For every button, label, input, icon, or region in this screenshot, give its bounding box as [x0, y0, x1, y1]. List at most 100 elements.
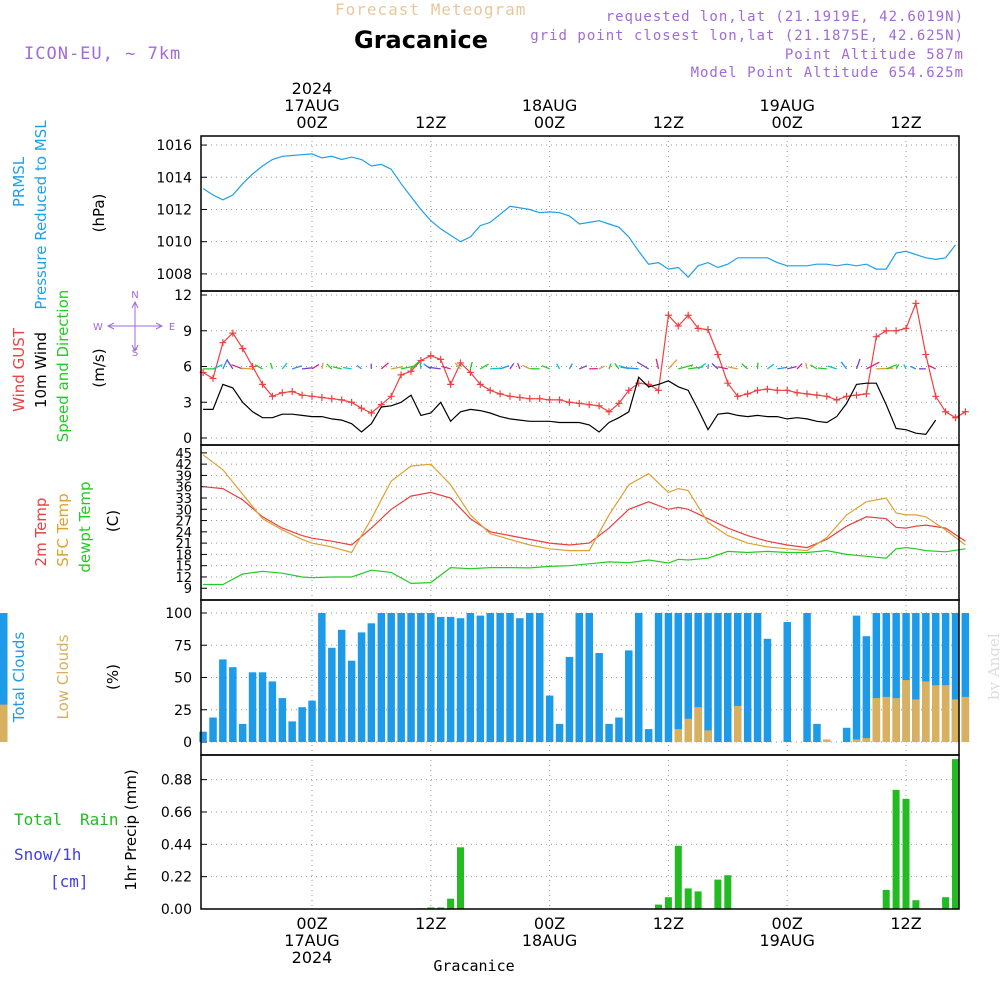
total-cloud-bar [545, 695, 554, 742]
wind-direction-arrow [655, 358, 660, 370]
pressure-label: PRMSL [10, 156, 28, 207]
precip-rain-label: Rain [80, 810, 119, 829]
total-cloud-bar [555, 723, 564, 742]
gust-point [358, 404, 365, 412]
low-cloud-bar [922, 681, 930, 742]
gust-point [902, 324, 910, 332]
gust-point [932, 392, 940, 400]
total-cloud-bar [763, 638, 772, 742]
y-tick-label: 0.88 [161, 773, 192, 789]
top-time-label: 12Z [415, 113, 446, 132]
top-time-label: 17AUG [284, 96, 339, 115]
wind-direction-arrow [903, 364, 907, 370]
y-tick-label: 12 [175, 571, 192, 586]
wind-direction-arrow [787, 365, 797, 370]
gust-point [506, 392, 514, 400]
total-cloud-bar [209, 717, 217, 742]
wind-direction-arrow [827, 365, 837, 370]
rain-bar [655, 904, 662, 909]
wind-direction-arrow [579, 365, 588, 370]
panel-wind [200, 291, 969, 446]
series-line [203, 546, 966, 586]
y-tick-label: 100 [165, 606, 192, 622]
wind-direction-arrow [895, 364, 900, 370]
gust-point [447, 380, 455, 388]
gust-point [486, 386, 494, 394]
y-tick-label: 15 [175, 560, 192, 575]
total-cloud-bar [486, 613, 494, 742]
bottom-time-label: 18AUG [522, 931, 577, 950]
wind-direction-arrow [767, 363, 775, 370]
total-cloud-bar [922, 613, 930, 742]
gust-point [823, 392, 831, 400]
gust-point [664, 311, 672, 319]
gust-point [833, 396, 841, 404]
total-cloud-bar [318, 613, 326, 742]
wind-direction-arrow [419, 362, 422, 369]
wind-direction-arrow [556, 363, 561, 370]
total-cloud-bar [565, 656, 574, 742]
wind-direction-arrow [598, 365, 605, 370]
rain-bar [674, 845, 682, 909]
total-cloud-bar [298, 707, 306, 742]
footer-location: Gracanice [433, 957, 514, 975]
gust-point [536, 395, 544, 403]
low-cloud-bar [892, 698, 900, 742]
top-time-label: 00Z [772, 113, 803, 132]
wind-direction-arrow [541, 365, 550, 370]
series-line [202, 301, 966, 419]
gust-point [268, 392, 276, 400]
gust-point [773, 386, 781, 394]
gust-point [288, 388, 296, 396]
y-tick-label: 25 [174, 703, 192, 719]
total-cloud-bar [605, 723, 613, 742]
gust-point [872, 333, 880, 341]
gust-point [308, 392, 316, 400]
wind-direction-arrow [636, 361, 649, 370]
y-tick-label: 50 [174, 671, 192, 687]
bottom-time-label: 19AUG [759, 931, 814, 950]
total-cloud-bar [427, 613, 435, 742]
compass-rose [106, 300, 164, 353]
pressure-label-long: Pressure Reduced to MSL [32, 120, 50, 310]
total-cloud-bar [684, 613, 692, 742]
y-tick-label: 33 [175, 492, 192, 507]
precip-total-label: Total [14, 810, 62, 829]
total-cloud-bar [199, 731, 207, 742]
total-cloud-bar [961, 613, 970, 742]
y-tick-label: 9 [184, 582, 192, 597]
wind-direction-arrow [356, 364, 362, 370]
low-cloud-bar [961, 696, 970, 742]
y-tick-label: 0.44 [161, 837, 192, 853]
wind-gust-label: Wind GUST [10, 327, 28, 412]
total-cloud-bar [862, 636, 871, 742]
series-line [202, 454, 966, 554]
wind-direction-arrow [226, 359, 234, 370]
y-tick-label: 42 [175, 458, 192, 473]
total-cloud-bar [625, 650, 633, 742]
total-cloud-bar [397, 613, 405, 742]
total-cloud-bar [407, 613, 415, 742]
low-cloud-bar [852, 739, 861, 742]
y-tick-label: 27 [175, 515, 192, 530]
series-line [202, 153, 956, 278]
gust-point [734, 392, 742, 400]
wind-direction-arrow [711, 363, 719, 370]
total-cloud-bar [496, 613, 504, 742]
panel-clouds [0, 599, 970, 756]
total-cloud-bar [644, 729, 653, 742]
gust-point [961, 408, 969, 416]
wind-direction-arrow [254, 364, 263, 370]
gust-point [219, 339, 227, 347]
total-cloud-bar [357, 632, 366, 742]
bottom-time-label: 00Z [534, 914, 565, 933]
wind-direction-arrow [741, 363, 749, 370]
wind-direction-arrow [817, 367, 827, 370]
gust-point [724, 379, 732, 387]
panel-pressure [200, 135, 960, 292]
wind-direction-arrow [927, 364, 936, 370]
compass-south: S [132, 348, 138, 359]
wind-direction-arrow [391, 366, 404, 370]
t2m-label: 2m Temp [32, 498, 50, 567]
total-cloud-bar [516, 618, 524, 742]
